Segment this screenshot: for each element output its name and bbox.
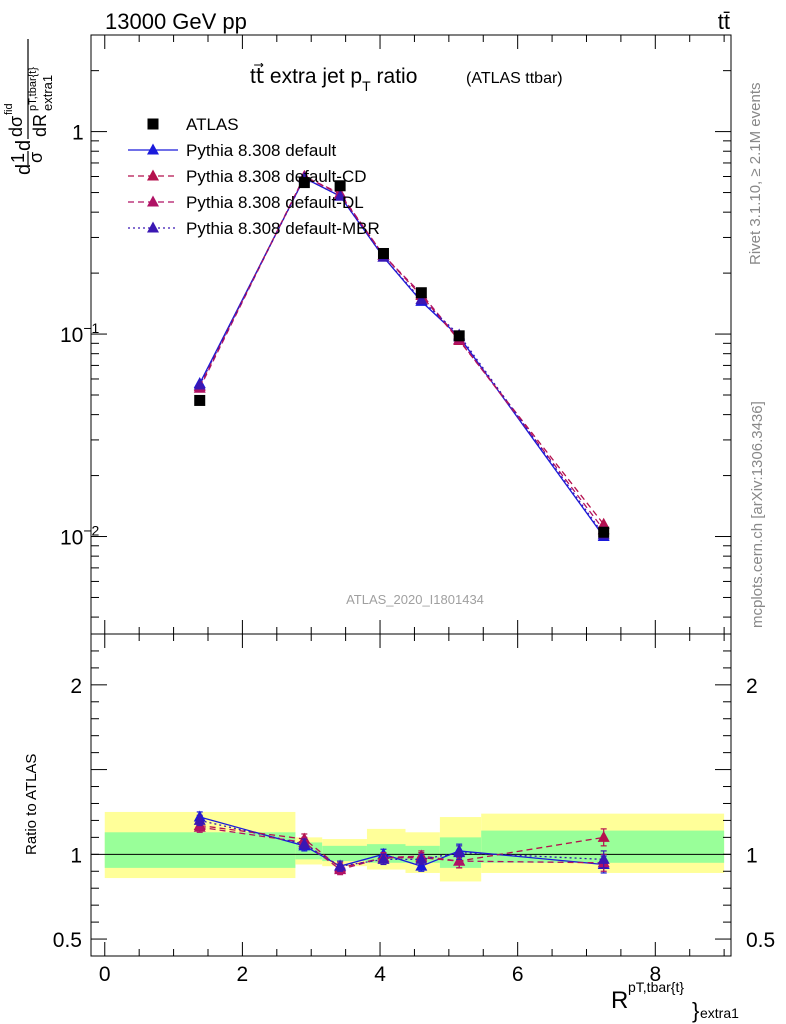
title-small: (ATLAS ttbar) bbox=[466, 70, 563, 87]
svg-text:tt⃗ extra jet pT ratio: tt⃗ extra jet pT ratio bbox=[250, 63, 417, 94]
ratio-pythia-8-308-default-dl-point-0 bbox=[193, 820, 206, 832]
ratio-frame bbox=[90, 633, 732, 957]
ylabel-d: d bbox=[13, 164, 35, 175]
ratio-series bbox=[193, 810, 610, 876]
xlabel-sup: pT,tbar{t} bbox=[628, 979, 684, 995]
ratio-tick-label-left-0: 2 bbox=[70, 675, 82, 698]
ratio-ylabel: Ratio to ATLAS bbox=[23, 754, 40, 855]
ylabel-sub: extra1 bbox=[40, 75, 55, 111]
title-tail: ratio bbox=[371, 65, 418, 88]
ylabel-sigma: σ bbox=[26, 152, 46, 163]
y-tick-label-2: 10−2 bbox=[60, 523, 100, 550]
ratio-pythia-8-308-default-mbr-point-0 bbox=[193, 813, 206, 825]
series-atlas-point-5 bbox=[453, 330, 465, 342]
ratio-tick-label-right-2: 0.5 bbox=[746, 929, 775, 952]
ratio-pythia-8-308-default-mbr-point-3 bbox=[377, 852, 390, 864]
series-pythia-8-308-default-mbr-point-0 bbox=[193, 378, 206, 390]
series-atlas-point-2 bbox=[334, 180, 346, 192]
y-axis-label: d 1 σ d dσ fid dR pT,tbar{t} extra1 bbox=[3, 39, 55, 175]
series-atlas-point-6 bbox=[598, 526, 610, 538]
chart-title: tt⃗ extra jet pT ratio (ATLAS ttbar) bbox=[250, 63, 563, 94]
svg-text:d: d bbox=[13, 164, 35, 175]
series-pythia-8-308-default-mbr-point-2 bbox=[334, 189, 347, 201]
legend-pythia-8-308-default-mbr-label: Pythia 8.308 default-MBR bbox=[186, 219, 380, 238]
title-main: tt⃗ extra jet p bbox=[250, 63, 362, 88]
band-inner-2 bbox=[322, 845, 367, 862]
legend-atlas-label: ATLAS bbox=[186, 115, 239, 134]
ratio-pythia-8-308-default-mbr-point-2 bbox=[334, 859, 347, 871]
series-pythia-8-308-default-cd-point-6 bbox=[597, 517, 610, 529]
series-atlas-point-0 bbox=[194, 394, 206, 406]
legend-pythia-8-308-default-mbr-swatch-marker bbox=[147, 221, 159, 233]
legend-pythia-8-308-default-cd-swatch-marker bbox=[147, 169, 159, 181]
ylabel-dsigma: dσ bbox=[6, 116, 26, 137]
ylabel-dR: dR bbox=[30, 114, 50, 137]
analysis-watermark: ATLAS_2020_I1801434 bbox=[346, 592, 484, 607]
x-tick-labels: 0 2 4 6 8 bbox=[99, 963, 661, 986]
axis-ticks bbox=[91, 34, 731, 956]
data-series bbox=[193, 170, 610, 542]
ratio-pythia-8-308-default-mbr-point-5 bbox=[453, 846, 466, 858]
ratio-tick-label-right-0: 2 bbox=[746, 675, 758, 698]
x-axis-label: R pT,tbar{t} } extra1 bbox=[611, 979, 739, 1023]
x-tick-label-3: 6 bbox=[512, 963, 524, 986]
ylabel-d2: d bbox=[13, 140, 35, 151]
legend: ATLAS Pythia 8.308 default Pythia 8.308 de… bbox=[128, 115, 380, 238]
ratio-tick-label-left-1: 1 bbox=[70, 844, 82, 867]
x-tick-label-2: 4 bbox=[374, 963, 386, 986]
ylabel-one: 1 bbox=[8, 153, 28, 163]
ratio-pythia-8-308-default-mbr-point-6 bbox=[597, 852, 610, 864]
series-atlas-point-3 bbox=[377, 247, 389, 259]
ratio-tick-label-right-1: 1 bbox=[746, 844, 758, 867]
x-tick-label-0: 0 bbox=[99, 963, 111, 986]
ratio-tick-labels: 2 1 0.5 2 1 0.5 bbox=[53, 675, 775, 952]
ratio-tick-label-left-2: 0.5 bbox=[53, 929, 82, 952]
legend-pythia-8-308-default-dl-label: Pythia 8.308 default-DL bbox=[186, 193, 364, 212]
xlabel-sub: extra1 bbox=[700, 1005, 739, 1021]
band-inner-0 bbox=[104, 832, 296, 868]
ylabel-fid: fid bbox=[3, 103, 15, 115]
x-tick-label-1: 2 bbox=[237, 963, 249, 986]
ratio-pythia-8-308-default-dl-point-5 bbox=[453, 854, 466, 866]
series-atlas-point-4 bbox=[415, 287, 427, 299]
series-pythia-8-308-default-mbr-point-4 bbox=[415, 293, 428, 305]
legend-pythia-8-308-default-swatch-marker bbox=[147, 143, 159, 155]
xlabel-main: R bbox=[611, 987, 628, 1014]
ratio-pythia-8-308-default-mbr-point-4 bbox=[415, 852, 428, 864]
ratio-pythia-8-308-default-mbr-point-1 bbox=[298, 837, 311, 849]
y-tick-label-0: 1 bbox=[72, 122, 84, 145]
title-sub: T bbox=[362, 78, 371, 94]
legend-pythia-8-308-default-cd-label: Pythia 8.308 default-CD bbox=[186, 167, 367, 186]
mcplots-label: mcplots.cern.ch [arXiv:1306.3436] bbox=[749, 401, 766, 628]
ratio-pythia-8-308-default-cd-point-6 bbox=[597, 830, 610, 842]
legend-atlas-swatch-marker bbox=[147, 118, 159, 130]
series-atlas-point-1 bbox=[298, 177, 310, 189]
legend-pythia-8-308-default-dl-swatch-marker bbox=[147, 195, 159, 207]
rivet-label: Rivet 3.1.10, ≥ 2.1M events bbox=[747, 83, 764, 266]
legend-pythia-8-308-default-label: Pythia 8.308 default bbox=[186, 141, 337, 160]
ylabel-sup: pT,tbar{t} bbox=[27, 67, 39, 111]
svg-text:}: } bbox=[692, 998, 699, 1023]
header-right: tt̄ bbox=[718, 9, 730, 34]
x-tick-label-4: 8 bbox=[649, 963, 661, 986]
y-tick-label-1: 10−1 bbox=[60, 320, 100, 347]
ratio-pythia-8-308-default-point-4 bbox=[415, 859, 428, 871]
header-left: 13000 GeV pp bbox=[105, 9, 247, 34]
y-tick-labels: 1 10−1 10−2 bbox=[60, 122, 100, 550]
